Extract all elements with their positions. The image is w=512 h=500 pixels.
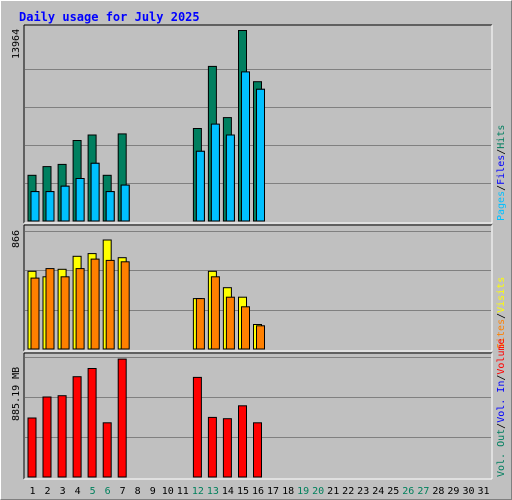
bar-pages-day-6 — [105, 191, 115, 222]
legend-entry-hits: Hits — [496, 125, 507, 149]
x-tick-day-14: 14 — [222, 486, 234, 497]
bar-sites-day-6 — [105, 259, 115, 350]
x-tick-day-20: 20 — [312, 486, 324, 497]
legend-entry-pages: Pages — [496, 191, 507, 221]
legend-entry-files: Files — [496, 155, 507, 185]
legend-separator: / — [496, 149, 507, 155]
chart-title: Daily usage for July 2025 — [19, 10, 200, 24]
x-tick-day-22: 22 — [342, 486, 354, 497]
panel-volume-max-label: 885.19 MB — [11, 367, 22, 421]
x-tick-day-5: 5 — [90, 486, 96, 497]
bar-sites-day-7 — [120, 261, 130, 350]
bar-kbytes-day-6 — [102, 422, 112, 478]
x-tick-day-19: 19 — [297, 486, 309, 497]
x-tick-day-15: 15 — [237, 486, 249, 497]
panel-volume-legend: Vol. Out/Vol. In/Volume — [496, 338, 507, 477]
x-tick-day-3: 3 — [60, 486, 66, 497]
x-tick-day-25: 25 — [387, 486, 399, 497]
x-tick-day-13: 13 — [207, 486, 219, 497]
x-tick-day-24: 24 — [372, 486, 384, 497]
bar-pages-day-16 — [256, 88, 265, 222]
legend-entry-files: Vol. In — [496, 381, 507, 423]
x-tick-day-6: 6 — [105, 486, 111, 497]
bar-kbytes-day-15 — [238, 405, 247, 478]
x-tick-day-11: 11 — [177, 486, 189, 497]
bar-sites-day-3 — [60, 276, 70, 350]
x-tick-day-12: 12 — [192, 486, 204, 497]
x-tick-day-26: 26 — [402, 486, 414, 497]
bar-pages-day-3 — [60, 185, 70, 222]
x-tick-day-2: 2 — [44, 486, 50, 497]
bar-pages-day-14 — [225, 134, 235, 222]
bar-pages-day-7 — [120, 184, 130, 222]
x-tick-day-30: 30 — [462, 486, 474, 497]
panel-requests-legend: Pages/Files/Hits — [496, 125, 507, 221]
legend-entry-sites: Sites — [496, 319, 507, 349]
x-tick-day-9: 9 — [150, 486, 156, 497]
legend-entry-visits: Visits — [496, 277, 507, 313]
x-tick-day-28: 28 — [432, 486, 444, 497]
panel-visits-legend: Sites/Visits — [496, 277, 507, 349]
x-tick-day-31: 31 — [477, 486, 489, 497]
bar-kbytes-day-7 — [117, 358, 127, 478]
bar-sites-day-14 — [225, 296, 235, 350]
legend-separator: / — [496, 375, 507, 381]
x-tick-day-23: 23 — [357, 486, 369, 497]
panel-visits-max-label: 866 — [11, 230, 22, 248]
legend-separator: / — [496, 185, 507, 191]
x-tick-day-10: 10 — [162, 486, 174, 497]
bar-sites-day-4 — [75, 268, 85, 350]
bar-sites-day-2 — [45, 268, 55, 350]
bar-kbytes-day-5 — [87, 368, 97, 478]
bar-pages-day-2 — [45, 191, 55, 222]
x-tick-day-17: 17 — [267, 486, 279, 497]
x-tick-day-21: 21 — [327, 486, 339, 497]
x-tick-day-8: 8 — [135, 486, 141, 497]
bar-sites-day-13 — [210, 276, 220, 350]
panel-requests-max-label: 13964 — [11, 29, 22, 59]
bar-pages-day-5 — [90, 162, 100, 222]
bar-kbytes-day-4 — [72, 376, 82, 478]
bar-kbytes-day-16 — [253, 422, 262, 478]
bar-kbytes-day-13 — [207, 416, 217, 478]
x-tick-day-18: 18 — [282, 486, 294, 497]
bar-pages-day-1 — [30, 191, 40, 222]
x-tick-day-27: 27 — [417, 486, 429, 497]
x-tick-day-29: 29 — [447, 486, 459, 497]
x-tick-day-4: 4 — [75, 486, 81, 497]
bar-pages-day-15 — [241, 71, 250, 222]
x-tick-day-7: 7 — [120, 486, 126, 497]
bar-kbytes-day-1 — [27, 417, 37, 478]
legend-separator: / — [496, 313, 507, 319]
bar-sites-day-12 — [195, 298, 205, 350]
bar-sites-day-15 — [241, 306, 250, 350]
x-tick-day-16: 16 — [252, 486, 264, 497]
bar-pages-day-4 — [75, 178, 85, 222]
bar-kbytes-day-3 — [57, 395, 67, 478]
bar-pages-day-13 — [210, 123, 220, 222]
bar-sites-day-1 — [30, 277, 40, 350]
legend-separator: / — [496, 423, 507, 429]
legend-entry-kbytes: Volume — [496, 338, 507, 374]
bar-kbytes-day-2 — [42, 396, 52, 478]
bar-kbytes-day-14 — [222, 418, 232, 478]
bar-sites-day-5 — [90, 258, 100, 350]
x-tick-day-1: 1 — [29, 486, 35, 497]
bar-sites-day-16 — [256, 325, 265, 350]
legend-entry-hits: Vol. Out — [496, 429, 507, 477]
bar-pages-day-12 — [195, 150, 205, 222]
bar-kbytes-day-12 — [192, 376, 202, 478]
